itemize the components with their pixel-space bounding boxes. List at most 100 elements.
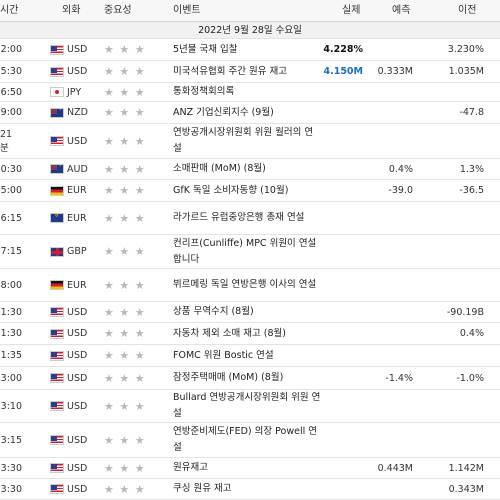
header-time[interactable]: 시간 (0, 5, 19, 16)
previous-value (440, 202, 484, 234)
date-banner: 2022년 9월 28일 수요일 (0, 22, 500, 39)
forecast-value (373, 479, 413, 499)
table-row[interactable]: 0:30 AUD ★ ★ ★ 소매판매 (MoM) (8월) 0.4% 1.3% (0, 159, 500, 180)
event-name[interactable]: FOMC 위원 Bostic 연설 (173, 349, 274, 361)
actual-value (300, 102, 363, 123)
event-time: 23:10 (0, 400, 22, 412)
us-flag-icon (50, 401, 64, 411)
previous-value: 0.4% (459, 328, 484, 339)
event-name[interactable]: 상품 무역수지 (8월) (173, 306, 254, 317)
previous-value: 1.142M (448, 462, 484, 474)
table-row[interactable]: 06:50 JPY ★ ★ ★ 통화정책회의록 (0, 83, 500, 102)
event-time: 21:35 (0, 350, 22, 361)
table-row[interactable]: 23:15 USD ★ ★ ★ 연방준비제도(FED) 의장 Powell 연설 (0, 423, 500, 458)
table-row[interactable]: 21 분 USD ★ ★ ★ 연방공개시장위원회 위원 월러의 연설 (0, 124, 500, 159)
event-name[interactable]: 자동차 제외 소매 재고 (8월) (173, 327, 286, 339)
event-name[interactable]: 5년물 국채 입찰 (173, 43, 238, 55)
table-row[interactable]: 8:00 EUR ★ ★ ★ 뷔르메링 독일 연방은행 이사의 연설 (0, 269, 500, 302)
currency-code: AUD (67, 163, 88, 175)
event-name[interactable]: 연방공개시장위원회 위원 월러의 연설 (173, 127, 314, 154)
importance-stars-icon: ★ ★ ★ (104, 482, 146, 496)
importance-stars-icon: ★ ★ ★ (104, 305, 146, 319)
actual-value (300, 235, 363, 268)
table-row[interactable]: 21:30 USD ★ ★ ★ 상품 무역수지 (8월) -90.19B (0, 302, 500, 323)
event-name[interactable]: 라가르드 유럽중앙은행 총재 연설 (173, 212, 305, 223)
table-row[interactable]: 23:10 USD ★ ★ ★ Bullard 연방공개시장위원회 위원 연설 (0, 390, 500, 423)
us-flag-icon (50, 484, 64, 494)
forecast-value: 0.333M (377, 66, 413, 77)
event-name[interactable]: Bullard 연방공개시장위원회 위원 연설 (173, 392, 321, 419)
forecast-value: 0.443M (377, 462, 413, 474)
previous-value: -90.19B (446, 306, 484, 318)
actual-value: 4.150M (323, 66, 363, 77)
actual-value (300, 202, 363, 234)
table-row[interactable]: 7:15 GBP ★ ★ ★ 컨리프(Cunliffe) MPC 위원이 연설합니다 (0, 235, 500, 269)
event-time: 15:00 (0, 185, 22, 196)
actual-value (300, 269, 363, 301)
forecast-value (373, 302, 413, 322)
us-flag-icon (50, 136, 64, 146)
header-forecast[interactable]: 예측 (392, 5, 411, 16)
currency-code: USD (67, 66, 88, 77)
importance-stars-icon: ★ ★ ★ (104, 85, 146, 99)
uk-flag-icon (50, 246, 64, 257)
header-importance[interactable]: 중요성 (104, 5, 132, 16)
event-name[interactable]: 컨리프(Cunliffe) MPC 위원이 연설합니다 (173, 237, 317, 265)
actual-value (300, 479, 363, 499)
us-flag-icon (50, 435, 64, 445)
header-currency[interactable]: 외화 (62, 5, 81, 16)
currency-code: EUR (67, 279, 87, 291)
event-time: 23:30 (0, 462, 22, 474)
currency-code: USD (67, 483, 88, 495)
forecast-value (373, 345, 413, 366)
header-previous[interactable]: 이전 (458, 5, 477, 16)
event-name[interactable]: 뷔르메링 독일 연방은행 이사의 연설 (173, 279, 317, 290)
eu-flag-icon (50, 280, 64, 290)
actual-value (300, 180, 363, 201)
table-row[interactable]: 09:00 NZD ★ ★ ★ ANZ 기업신뢰지수 (9월) -47.8 (0, 102, 500, 124)
table-row[interactable]: 6:15 EUR ★ ★ ★ 라가르드 유럽중앙은행 총재 연설 (0, 202, 500, 235)
forecast-value (373, 423, 413, 457)
event-name[interactable]: 원유재고 (173, 462, 208, 473)
actual-value (300, 159, 363, 179)
previous-value (440, 345, 484, 366)
actual-value (300, 367, 363, 389)
event-time: 06:50 (0, 86, 22, 98)
event-time: 23:15 (0, 434, 22, 446)
event-time: 0:30 (0, 163, 22, 175)
table-row[interactable]: 23:00 USD ★ ★ ★ 잠정주택매매 (MoM) (8월) -1.4% -1.0% (0, 367, 500, 390)
table-row[interactable]: 15:00 EUR ★ ★ ★ GfK 독일 소비자동향 (10월) -39.0 -36.… (0, 180, 500, 202)
importance-stars-icon: ★ ★ ★ (104, 134, 146, 148)
forecast-value: -39.0 (388, 185, 413, 196)
event-name[interactable]: 통화정책회의록 (173, 86, 235, 97)
event-name[interactable]: 연방준비제도(FED) 의장 Powell 연설 (173, 426, 318, 453)
event-name[interactable]: 잠정주택매매 (MoM) (8월) (173, 372, 284, 383)
actual-value (300, 302, 363, 322)
event-time: 23:00 (0, 372, 22, 384)
actual-value (300, 423, 363, 457)
previous-value (440, 390, 484, 422)
forecast-value (373, 202, 413, 234)
forecast-value: 0.4% (388, 163, 413, 175)
event-name[interactable]: GfK 독일 소비자동향 (10월) (173, 184, 289, 196)
table-row[interactable]: 21:35 USD ★ ★ ★ FOMC 위원 Bostic 연설 (0, 345, 500, 367)
event-name[interactable]: 미국석유협회 주간 원유 재고 (173, 65, 287, 77)
event-name[interactable]: ANZ 기업신뢰지수 (9월) (173, 106, 274, 118)
forecast-value (373, 102, 413, 123)
event-time: 6:15 (0, 212, 22, 224)
header-event[interactable]: 이벤트 (173, 5, 201, 16)
event-name[interactable]: 소매판매 (MoM) (8월) (173, 163, 266, 174)
table-row[interactable]: 05:30 USD ★ ★ ★ 미국석유협회 주간 원유 재고 4.150M 0.333M… (0, 61, 500, 83)
event-name[interactable]: 쿠싱 원유 재고 (173, 483, 232, 494)
event-time: 7:15 (0, 246, 22, 257)
previous-value (440, 124, 484, 158)
currency-code: USD (67, 372, 88, 384)
currency-code: USD (67, 306, 88, 318)
importance-stars-icon: ★ ★ ★ (104, 65, 146, 78)
actual-value (300, 345, 363, 366)
table-row[interactable]: 21:30 USD ★ ★ ★ 자동차 제외 소매 재고 (8월) 0.4% (0, 323, 500, 345)
header-actual[interactable]: 실제 (342, 5, 361, 16)
table-row[interactable]: 02:00 USD ★ ★ ★ 5년물 국채 입찰 4.228% 3.230% (0, 39, 500, 61)
table-row[interactable]: 23:30 USD ★ ★ ★ 원유재고 0.443M 1.142M (0, 458, 500, 479)
table-row[interactable]: 23:30 USD ★ ★ ★ 쿠싱 원유 재고 0.343M (0, 479, 500, 500)
